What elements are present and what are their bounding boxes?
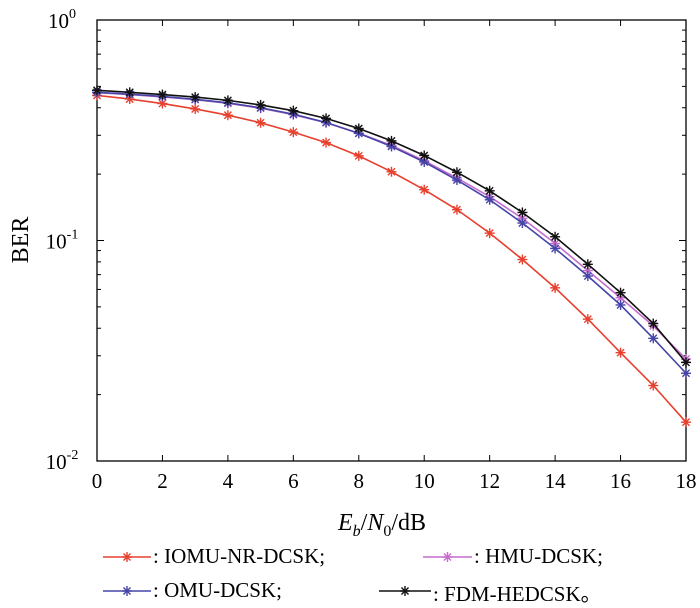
data-point-0-16 bbox=[615, 347, 626, 358]
x-tick-label-8: 16 bbox=[610, 469, 631, 493]
x-label-sub-0: 0 bbox=[383, 523, 391, 540]
data-point-0-8 bbox=[353, 150, 364, 161]
data-point-0-18 bbox=[681, 417, 691, 428]
data-point-0-6 bbox=[288, 127, 299, 138]
data-point-0-12 bbox=[484, 228, 495, 239]
x-label-e: E bbox=[337, 510, 353, 536]
data-point-0-5 bbox=[255, 117, 266, 128]
legend-label-0: : IOMU-NR-DCSK; bbox=[153, 544, 326, 568]
data-point-3-14 bbox=[550, 231, 561, 242]
data-point-3-11 bbox=[451, 167, 462, 178]
plot-area bbox=[96, 19, 687, 462]
data-point-3-17 bbox=[648, 318, 659, 329]
data-point-0-3 bbox=[190, 103, 201, 114]
data-point-3-15 bbox=[582, 259, 593, 270]
legend-swatch-0 bbox=[103, 552, 151, 562]
series-0 bbox=[92, 90, 691, 428]
y-tick-label-1: 10-1 bbox=[46, 228, 79, 254]
data-point-2-11 bbox=[451, 175, 462, 186]
legend-swatch-2 bbox=[103, 586, 151, 596]
legend-label-1: : HMU-DCSK; bbox=[474, 544, 603, 568]
data-point-3-9 bbox=[386, 135, 397, 146]
data-point-3-12 bbox=[484, 185, 495, 196]
x-tick-label-5: 10 bbox=[414, 469, 435, 493]
legend-swatch-3 bbox=[379, 586, 431, 596]
data-point-3-10 bbox=[419, 150, 430, 161]
data-point-3-3 bbox=[190, 92, 201, 103]
data-point-3-18 bbox=[681, 357, 691, 368]
data-point-3-13 bbox=[517, 207, 528, 218]
data-point-3-5 bbox=[255, 99, 266, 110]
y-tick-label-0: 100 bbox=[48, 7, 76, 33]
x-label-unit: /dB bbox=[391, 510, 426, 536]
data-point-0-13 bbox=[517, 254, 528, 265]
series-3 bbox=[92, 85, 691, 368]
x-axis-label: Eb/N0/dB bbox=[337, 510, 426, 540]
data-point-0-11 bbox=[451, 204, 462, 215]
data-point-0-7 bbox=[321, 137, 332, 148]
x-tick-label-3: 6 bbox=[288, 469, 299, 493]
legend-marker-1 bbox=[442, 552, 453, 562]
data-point-2-18 bbox=[681, 368, 691, 379]
x-tick-label-1: 2 bbox=[157, 469, 168, 493]
data-point-0-4 bbox=[222, 110, 233, 121]
data-point-3-16 bbox=[615, 287, 626, 298]
y-tick-label-2: 10-2 bbox=[46, 448, 79, 474]
data-point-0-14 bbox=[550, 282, 561, 293]
data-point-0-17 bbox=[648, 380, 659, 391]
legend-marker-3 bbox=[400, 586, 410, 596]
data-point-3-2 bbox=[157, 89, 168, 100]
data-point-3-4 bbox=[222, 95, 233, 106]
x-tick-label-6: 12 bbox=[479, 469, 500, 493]
legend-marker-0 bbox=[122, 552, 132, 562]
data-point-3-0 bbox=[92, 85, 102, 96]
y-axis-label: BER bbox=[8, 217, 34, 264]
x-label-n: N bbox=[366, 510, 385, 536]
data-point-2-17 bbox=[648, 333, 659, 344]
data-point-2-12 bbox=[484, 194, 495, 205]
x-tick-label-7: 14 bbox=[545, 469, 567, 493]
data-point-2-16 bbox=[615, 299, 626, 310]
x-label-slash: / bbox=[361, 510, 368, 536]
x-label-sub-b: b bbox=[353, 523, 361, 540]
data-point-0-9 bbox=[386, 166, 397, 177]
data-point-2-14 bbox=[550, 243, 561, 254]
x-tick-label-4: 8 bbox=[354, 469, 365, 493]
legend-marker-2 bbox=[122, 586, 132, 596]
x-tick-label-2: 4 bbox=[223, 469, 234, 493]
data-point-0-15 bbox=[582, 314, 593, 325]
legend-label-3: : FDM-HEDCSK。 bbox=[433, 582, 602, 606]
data-point-2-13 bbox=[517, 218, 528, 229]
legend-label-2: : OMU-DCSK; bbox=[153, 578, 282, 602]
x-tick-label-0: 0 bbox=[92, 469, 103, 493]
data-point-0-10 bbox=[419, 184, 430, 195]
data-point-3-6 bbox=[288, 105, 299, 116]
x-tick-label-9: 18 bbox=[676, 469, 697, 493]
data-point-3-7 bbox=[321, 113, 332, 124]
data-point-2-15 bbox=[582, 271, 593, 282]
legend-swatch-1 bbox=[423, 552, 472, 562]
data-point-3-8 bbox=[353, 123, 364, 134]
data-point-3-1 bbox=[124, 87, 135, 98]
